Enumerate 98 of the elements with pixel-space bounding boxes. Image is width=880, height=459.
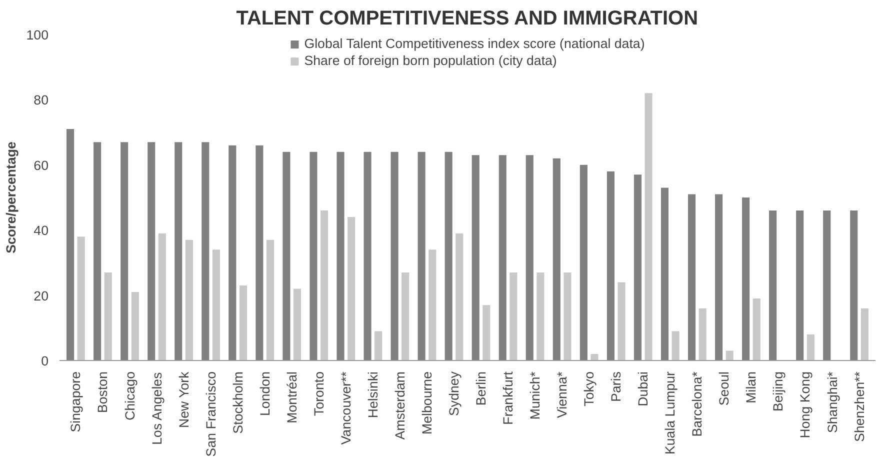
x-tick-label: Boston: [95, 371, 110, 413]
bar: [77, 236, 85, 360]
x-tick-label: Berlin: [474, 371, 489, 406]
legend-label: Share of foreign born population (city data): [304, 53, 557, 68]
bar: [390, 152, 398, 360]
bar: [293, 288, 302, 360]
bar: [310, 152, 318, 360]
chart-title: TALENT COMPETITIVENESS AND IMMIGRATION: [236, 8, 698, 30]
bar: [66, 129, 74, 360]
x-tick-label: Munich*: [528, 371, 543, 420]
bar: [202, 142, 210, 360]
bar: [418, 152, 426, 360]
bar: [806, 334, 814, 360]
x-tick-label: Frankfurt: [500, 371, 516, 425]
x-tick-label: Milan: [744, 371, 759, 404]
bar: [796, 210, 804, 360]
bar: [698, 308, 706, 360]
bar: [552, 158, 560, 360]
bar: [266, 240, 274, 360]
bar: [374, 331, 382, 360]
bar: [158, 233, 166, 360]
x-tick-label: Vienna*: [554, 371, 570, 418]
bar: [536, 272, 544, 360]
bar: [320, 210, 328, 360]
legend-label: Global Talent Competitiveness index score (national data): [304, 36, 645, 51]
x-tick-label: San Francisco: [203, 371, 218, 457]
y-tick-label: 20: [34, 288, 49, 304]
x-tick-label: New York: [176, 371, 192, 428]
x-tick-label: Paris: [608, 371, 624, 402]
x-tick-label: Chicago: [122, 371, 138, 420]
x-tick-label: Amsterdam: [392, 371, 408, 440]
bar: [823, 210, 831, 360]
bar: [148, 142, 156, 360]
bar: [752, 298, 760, 360]
bar: [660, 188, 669, 360]
bar: [580, 164, 588, 360]
x-tick-label: Seoul: [716, 371, 732, 406]
y-tick-label: 0: [41, 354, 49, 368]
x-tick-label: Shenzhen**: [852, 371, 867, 442]
bar: [212, 250, 220, 360]
bar: [672, 331, 680, 360]
bar: [185, 240, 193, 360]
bar: [256, 145, 264, 360]
bar: [482, 305, 490, 360]
bar: [364, 152, 372, 360]
x-tick-label: Sydney: [446, 371, 462, 416]
x-tick-label: Shanghai*: [824, 371, 840, 434]
bar: [634, 174, 642, 360]
x-tick-label: Beijing: [770, 371, 786, 412]
bar: [644, 93, 652, 360]
bar: [402, 272, 410, 360]
x-tick-label: Los Angeles: [149, 372, 164, 445]
x-tick-label: Stockholm: [230, 371, 246, 434]
y-tick-label: 100: [26, 28, 49, 42]
bar: [120, 142, 128, 360]
x-tick-label: Helsinki: [365, 371, 380, 418]
bar: [472, 155, 480, 360]
x-tick-label: Vancouver**: [338, 371, 354, 445]
bar: [606, 171, 614, 360]
bar: [688, 194, 696, 360]
bar: [282, 152, 290, 360]
y-tick-label: 80: [34, 92, 49, 108]
y-tick-label: 40: [34, 223, 49, 238]
bar: [510, 272, 518, 360]
x-tick-label: Melbourne: [419, 371, 434, 434]
bar: [742, 198, 750, 360]
x-tick-label: Tokyo: [582, 371, 597, 406]
bar: [769, 210, 777, 360]
bar: [94, 142, 102, 360]
bar: [444, 152, 452, 360]
bar: [104, 272, 112, 360]
bar: [348, 217, 356, 360]
bar: [456, 233, 464, 360]
bar: [174, 142, 182, 360]
bar: [715, 194, 723, 360]
bar: [590, 354, 598, 360]
x-tick-label: London: [257, 371, 272, 416]
bar: [618, 282, 626, 360]
x-tick-label: Dubai: [636, 371, 651, 406]
x-tick-label: Toronto: [311, 371, 326, 416]
x-tick-label: Hong Kong: [798, 371, 813, 438]
bar: [564, 272, 572, 360]
bar: [526, 155, 534, 360]
bar: [239, 286, 248, 360]
x-tick-label: Montréal: [284, 371, 300, 424]
bar: [336, 152, 344, 360]
bar: [428, 250, 436, 360]
bar: [498, 155, 506, 360]
y-axis-title: Score/percentage: [3, 142, 18, 254]
x-tick-label: Kuala Lumpur: [662, 370, 678, 454]
x-tick-label: Barcelona*: [690, 372, 705, 437]
bar: [228, 145, 236, 360]
x-tick-label: Singapore: [68, 372, 84, 432]
bar: [860, 308, 868, 360]
y-tick-label: 60: [34, 158, 49, 173]
bar: [131, 292, 139, 360]
bar: [726, 350, 734, 360]
bar: [850, 210, 858, 360]
